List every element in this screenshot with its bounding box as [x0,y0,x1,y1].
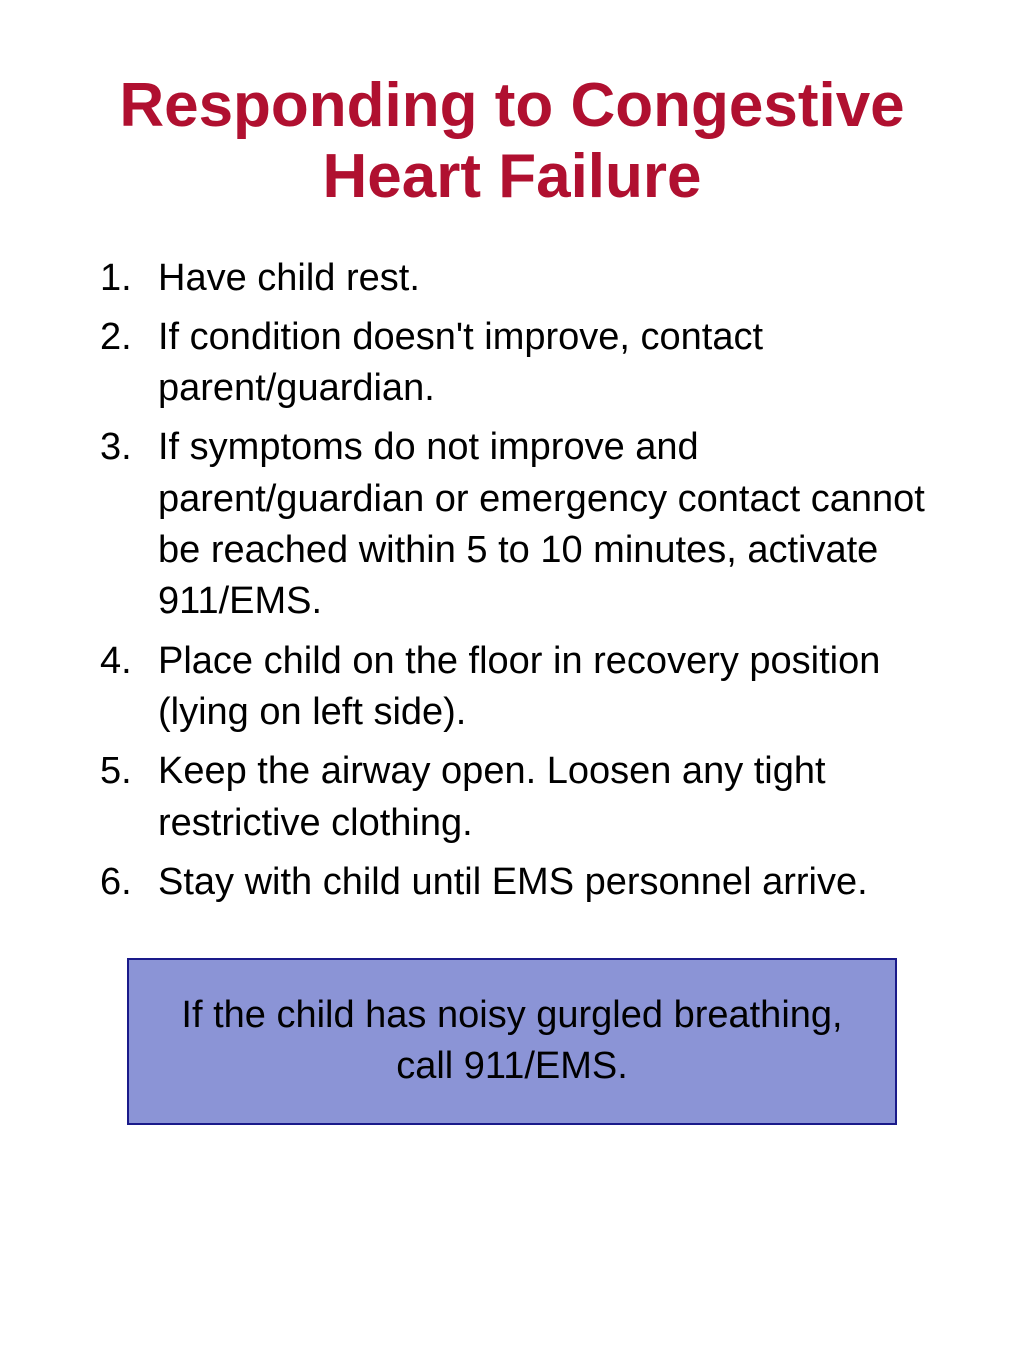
list-item: Place child on the floor in recovery pos… [100,636,954,739]
list-item: Stay with child until EMS personnel arri… [100,857,954,908]
list-item: Have child rest. [100,253,954,304]
page-title: Responding to Congestive Heart Failure [50,70,974,213]
list-item: If condition doesn't improve, contact pa… [100,312,954,415]
callout-box: If the child has noisy gurgled breathing… [127,958,897,1125]
instruction-list: Have child rest. If condition doesn't im… [50,253,974,909]
list-item: If symptoms do not improve and parent/gu… [100,422,954,627]
list-item: Keep the airway open. Loosen any tight r… [100,746,954,849]
